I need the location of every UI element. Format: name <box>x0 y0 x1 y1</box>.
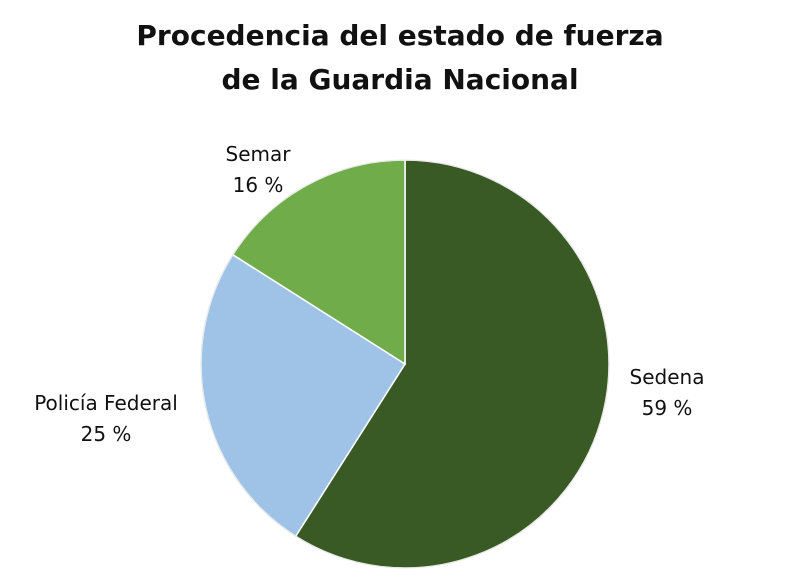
slice-label-semar-value: 16 % <box>232 173 284 197</box>
chart-title: Procedencia del estado de fuerza de la G… <box>0 14 800 102</box>
slice-label-semar-name: Semar <box>225 142 291 166</box>
slice-label-sedena-name: Sedena <box>629 365 705 389</box>
slice-label-sedena: Sedena 59 % <box>612 362 722 424</box>
slice-label-policia-federal-name: Policía Federal <box>34 391 178 415</box>
chart-title-line-2: de la Guardia Nacional <box>221 63 579 96</box>
pie-outline <box>200 159 610 569</box>
slice-label-policia-federal-value: 25 % <box>80 422 132 446</box>
slice-label-sedena-value: 59 % <box>641 396 693 420</box>
chart-title-line-1: Procedencia del estado de fuerza <box>136 19 664 52</box>
slice-label-semar: Semar 16 % <box>198 139 318 201</box>
slice-label-policia-federal: Policía Federal 25 % <box>6 388 206 450</box>
pie-slices <box>200 159 610 569</box>
